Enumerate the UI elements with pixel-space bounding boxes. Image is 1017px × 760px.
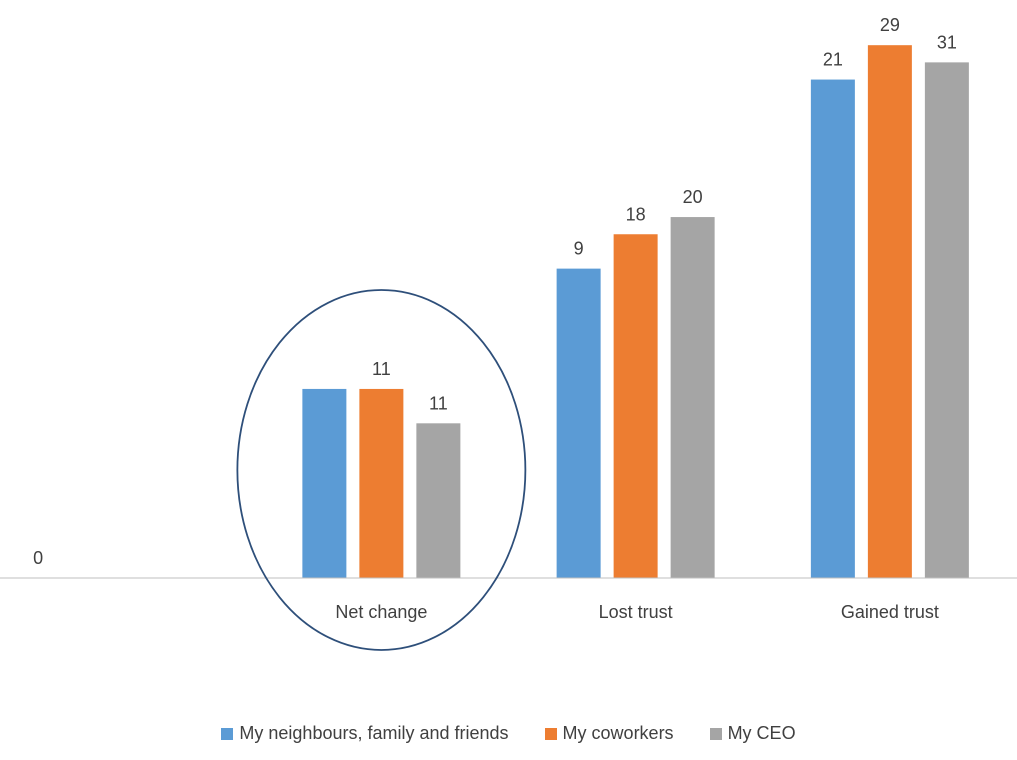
legend-item-0: My neighbours, family and friends bbox=[221, 723, 509, 744]
legend-label: My CEO bbox=[727, 723, 796, 743]
bar-lost-trust-series-2 bbox=[670, 217, 715, 578]
category-label: Lost trust bbox=[599, 602, 673, 622]
value-label: 0 bbox=[33, 548, 43, 568]
legend-item-2: My CEO bbox=[709, 723, 796, 744]
net-change-highlight-ellipse bbox=[236, 289, 527, 651]
legend: My neighbours, family and friends My cowo… bbox=[0, 723, 1017, 744]
value-label: 20 bbox=[683, 187, 703, 207]
category-labels-layer: Net change Lost trust Gained trust bbox=[335, 602, 939, 622]
bar-net-change-series-1 bbox=[359, 388, 404, 578]
legend-label: My neighbours, family and friends bbox=[239, 723, 509, 743]
value-label: 11 bbox=[372, 359, 391, 379]
bars-layer bbox=[302, 45, 969, 578]
bar-gained-trust-series-2 bbox=[924, 62, 969, 578]
category-label: Gained trust bbox=[841, 602, 939, 622]
legend-item-1: My coworkers bbox=[544, 723, 674, 744]
bar-lost-trust-series-1 bbox=[613, 234, 658, 578]
value-label: 9 bbox=[574, 239, 584, 259]
value-label: 29 bbox=[880, 15, 900, 35]
category-label: Net change bbox=[335, 602, 427, 622]
bar-gained-trust-series-1 bbox=[867, 45, 912, 578]
value-label: 11 bbox=[429, 393, 448, 413]
legend-swatch bbox=[709, 727, 722, 740]
legend-swatch bbox=[544, 727, 557, 740]
legend-label: My coworkers bbox=[562, 723, 674, 743]
value-label: 21 bbox=[823, 50, 843, 70]
bar-lost-trust-series-0 bbox=[556, 268, 601, 578]
value-labels-layer: 0 11 11 9 18 20 21 29 31 bbox=[33, 15, 957, 568]
value-label: 31 bbox=[937, 32, 957, 52]
legend-swatch bbox=[221, 727, 234, 740]
bar-gained-trust-series-0 bbox=[810, 79, 855, 578]
bar-net-change-series-0 bbox=[302, 388, 347, 578]
value-label: 18 bbox=[626, 204, 646, 224]
bar-net-change-series-2 bbox=[416, 423, 461, 578]
